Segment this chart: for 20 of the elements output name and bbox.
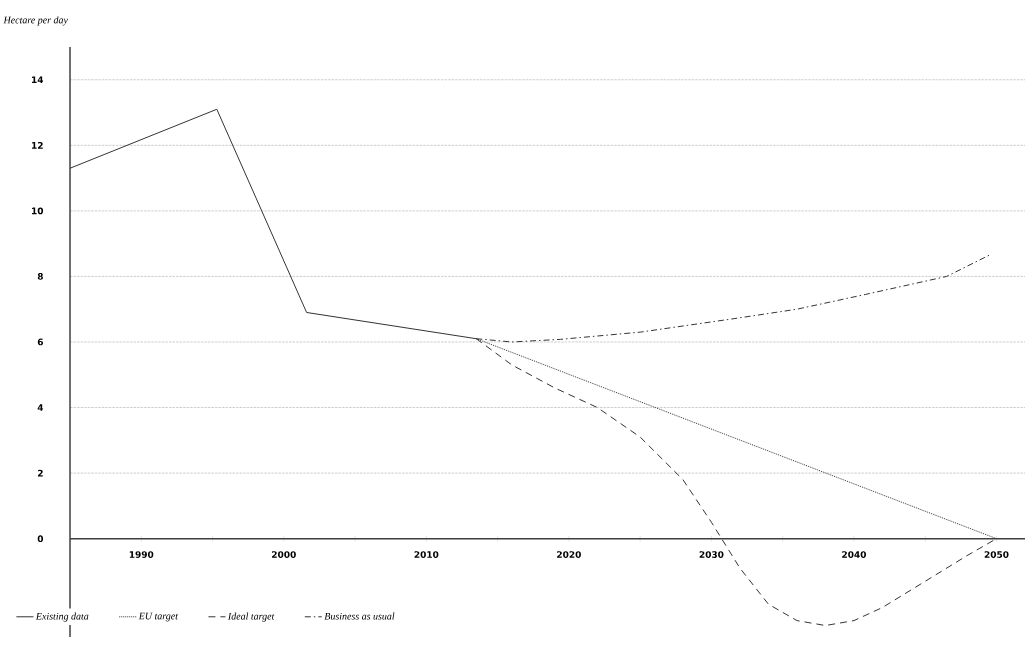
y-axis-title: Hectare per day xyxy=(3,16,68,26)
x-tick-label: 2020 xyxy=(557,551,581,558)
y-tick-label: 14 xyxy=(32,76,44,84)
y-tick-label: 12 xyxy=(32,141,43,149)
x-tick-label: 2030 xyxy=(699,551,724,558)
y-tick-label: 6 xyxy=(37,338,44,346)
x-tick-label: 1990 xyxy=(129,551,154,558)
y-tick-label: 8 xyxy=(37,273,43,280)
x-tick-label: 2010 xyxy=(414,551,439,558)
y-tick-label: 2 xyxy=(37,469,43,477)
y-tick-label: 10 xyxy=(32,207,44,215)
x-tick-label: 2040 xyxy=(842,551,867,558)
x-tick-label: 2050 xyxy=(984,551,1009,558)
y-tick-label: 4 xyxy=(37,404,44,411)
legend-label: Business as usual xyxy=(324,612,395,620)
legend-label: Existing data xyxy=(35,612,89,622)
y-tick-label: 0 xyxy=(37,535,44,543)
x-tick-label: 2000 xyxy=(272,551,296,558)
legend-label: EU target xyxy=(138,612,179,622)
legend-label: Ideal target xyxy=(227,612,275,622)
